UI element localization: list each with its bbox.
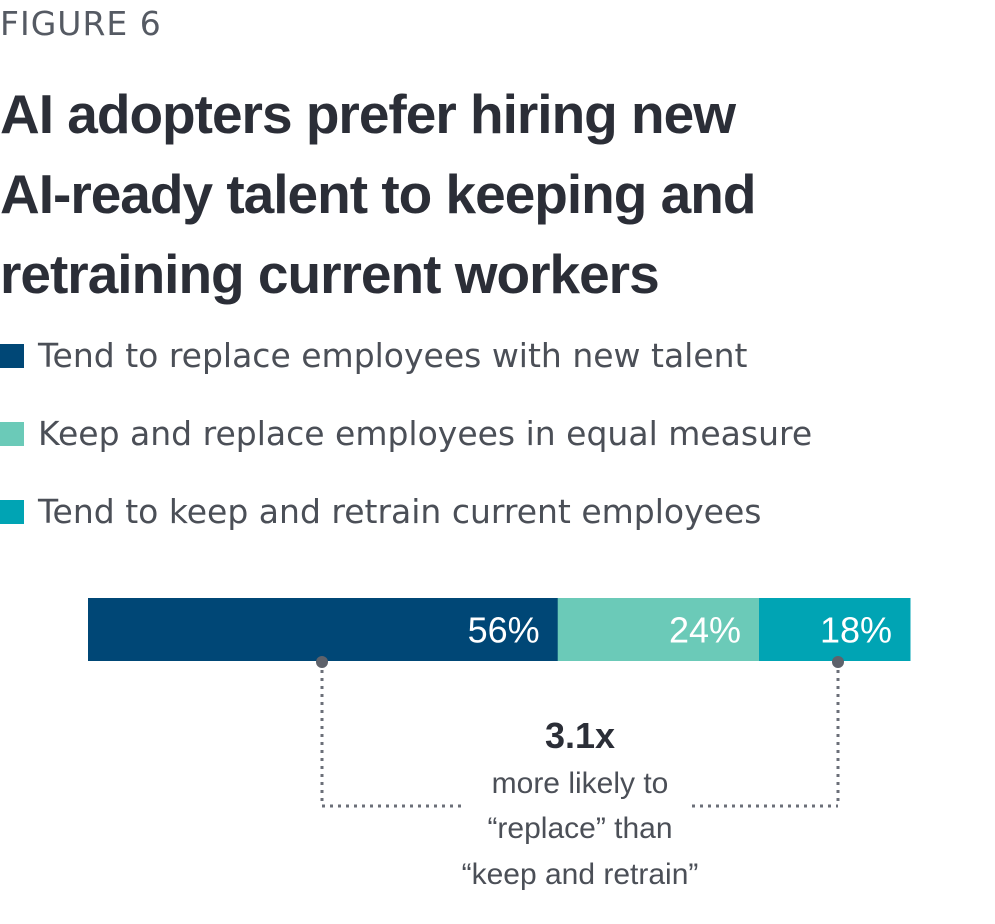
legend-label-replace: Tend to replace employees with new talen… xyxy=(38,336,748,375)
chart-title: AI adopters prefer hiring new AI-ready t… xyxy=(0,74,820,314)
comparison-bracket xyxy=(316,656,844,808)
bar-data-labels: 56% 24% 18% xyxy=(468,610,892,651)
bar-label-equal: 24% xyxy=(669,610,741,651)
legend-swatch-replace xyxy=(0,344,24,368)
annotation-line-1: more likely to xyxy=(492,767,669,800)
legend-label-retrain: Tend to keep and retrain current employe… xyxy=(38,492,762,531)
figure-label: FIGURE 6 xyxy=(0,4,162,43)
bar-label-retrain: 18% xyxy=(820,610,892,651)
title-line-2: AI-ready talent to keeping and xyxy=(0,163,756,225)
title-line-1: AI adopters prefer hiring new xyxy=(0,83,736,145)
bracket-right-dot xyxy=(832,656,844,668)
annotation-line-3: “keep and retrain” xyxy=(462,858,699,891)
bar-segment-retrain xyxy=(759,598,911,661)
bar-segment-replace xyxy=(88,598,559,661)
bar-segment-equal xyxy=(557,598,760,661)
annotation-line-2: “replace” than xyxy=(487,812,672,845)
legend-swatch-retrain xyxy=(0,500,24,524)
bar-label-replace: 56% xyxy=(468,610,540,651)
annotation-value: 3.1x xyxy=(545,715,615,756)
legend-label-equal: Keep and replace employees in equal meas… xyxy=(38,414,813,453)
legend-swatch-equal xyxy=(0,422,24,446)
bar-segments xyxy=(88,598,911,661)
title-line-3: retraining current workers xyxy=(0,243,660,305)
bracket-left-dot xyxy=(316,656,328,668)
